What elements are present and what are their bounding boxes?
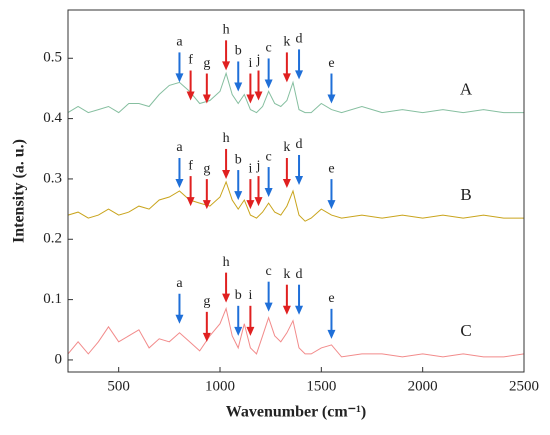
series-label: B <box>460 185 471 204</box>
annotation-label: h <box>223 23 230 38</box>
arrow-head <box>282 305 291 315</box>
arrow-head <box>264 188 273 198</box>
series-label: A <box>460 79 473 98</box>
arrow-head <box>234 82 243 92</box>
y-tick-label: 0.1 <box>43 291 62 307</box>
arrow-head <box>222 169 231 179</box>
annotation-label: h <box>223 131 230 146</box>
annotation-label: d <box>296 267 303 282</box>
arrow-head <box>295 305 304 315</box>
y-tick-label: 0.5 <box>43 50 62 66</box>
x-tick-label: 2500 <box>509 378 539 394</box>
arrow-head <box>246 326 255 336</box>
arrow-head <box>234 326 243 336</box>
annotation-label: e <box>328 291 334 306</box>
annotation-label: g <box>203 294 210 309</box>
y-tick-label: 0.3 <box>43 170 62 186</box>
annotation-label: j <box>256 53 261 68</box>
arrow-head <box>186 91 195 101</box>
annotation-label: e <box>328 56 334 71</box>
annotation-label: d <box>296 137 303 152</box>
annotation-label: f <box>188 158 193 173</box>
x-tick-label: 1500 <box>306 378 336 394</box>
annotation-label: j <box>256 158 261 173</box>
arrow-head <box>202 94 211 104</box>
annotation-label: k <box>283 140 290 155</box>
x-tick-label: 1000 <box>205 378 235 394</box>
arrow-head <box>264 79 273 89</box>
series-label: C <box>460 321 471 340</box>
annotation-label: b <box>235 288 242 303</box>
arrow-head <box>295 175 304 185</box>
arrow-head <box>254 91 263 101</box>
y-tick-label: 0 <box>55 351 63 367</box>
arrow-head <box>222 61 231 71</box>
arrow-head <box>264 302 273 312</box>
annotation-label: a <box>176 276 183 291</box>
annotation-label: d <box>296 32 303 47</box>
annotation-label: f <box>188 53 193 68</box>
y-tick-label: 0.4 <box>43 110 62 126</box>
arrow-head <box>295 70 304 80</box>
annotation-label: e <box>328 161 334 176</box>
arrow-head <box>202 200 211 210</box>
annotation-label: g <box>203 161 210 176</box>
arrow-head <box>234 191 243 201</box>
arrow-head <box>175 179 184 188</box>
arrow-head <box>186 197 195 207</box>
annotation-label: c <box>266 264 272 279</box>
annotation-label: k <box>283 267 290 282</box>
x-tick-label: 2000 <box>408 378 438 394</box>
arrow-head <box>202 332 211 342</box>
arrow-head <box>175 73 184 83</box>
arrow-head <box>222 293 231 303</box>
spectrum-line <box>67 71 524 114</box>
annotation-label: i <box>248 56 252 71</box>
arrow-head <box>282 179 291 188</box>
annotation-label: b <box>235 152 242 167</box>
arrow-head <box>246 200 255 210</box>
annotation-label: i <box>248 161 252 176</box>
annotation-label: c <box>266 41 272 56</box>
arrow-head <box>327 200 336 210</box>
plot-frame <box>67 9 525 373</box>
annotation-label: i <box>248 288 252 303</box>
x-tick-label: 500 <box>107 378 130 394</box>
x-axis-label: Wavenumber (cm⁻¹) <box>226 404 366 421</box>
annotation-label: g <box>203 56 210 71</box>
y-axis-label: Intensity (a. u.) <box>11 139 28 243</box>
annotation-label: a <box>176 35 183 50</box>
arrow-head <box>246 94 255 104</box>
annotation-label: h <box>223 255 230 270</box>
spectrum-line <box>67 306 525 358</box>
y-tick-label: 0.2 <box>43 231 62 247</box>
annotation-label: c <box>266 149 272 164</box>
spectrum-line <box>67 180 524 222</box>
arrow-head <box>282 73 291 83</box>
annotation-label: k <box>283 35 290 50</box>
arrow-head <box>254 197 263 207</box>
arrow-head <box>327 329 336 339</box>
annotation-label: a <box>176 140 183 155</box>
arrow-head <box>175 314 184 324</box>
annotation-label: b <box>235 44 242 59</box>
arrow-head <box>327 94 336 104</box>
